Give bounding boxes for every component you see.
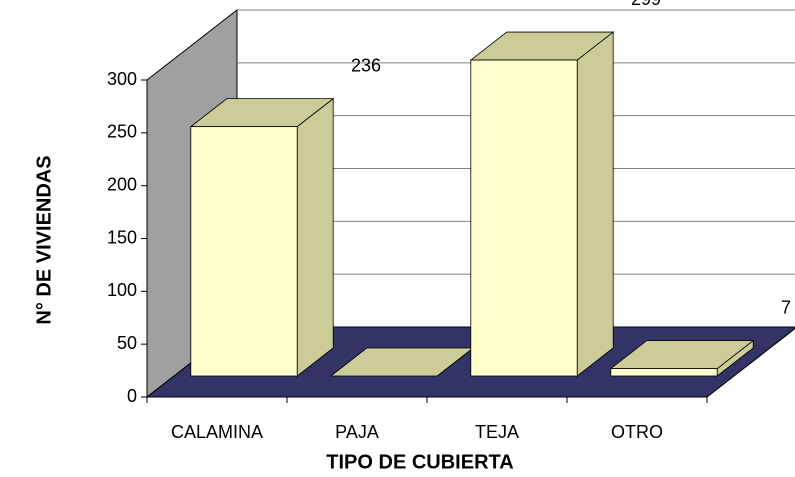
x-tick-label: OTRO — [611, 422, 663, 442]
y-tick-label: 50 — [117, 333, 137, 353]
x-tick-label: CALAMINA — [171, 422, 263, 442]
bar — [470, 59, 578, 377]
bar — [190, 126, 298, 377]
data-label: 7 — [781, 297, 791, 317]
bar — [610, 368, 718, 377]
x-tick-label: PAJA — [335, 422, 379, 442]
y-tick-label: 200 — [107, 174, 137, 194]
x-axis-title: TIPO DE CUBIERTA — [326, 451, 513, 473]
y-tick-label: 100 — [107, 280, 137, 300]
y-axis-title: N° DE VIVIENDAS — [33, 155, 55, 324]
data-label: 236 — [351, 55, 381, 75]
y-tick-label: 0 — [127, 386, 137, 406]
data-label: 299 — [631, 0, 661, 9]
bar-side — [576, 31, 614, 377]
y-tick-label: 250 — [107, 122, 137, 142]
y-tick-label: 300 — [107, 69, 137, 89]
bar-side — [296, 97, 334, 377]
y-tick-label: 150 — [107, 227, 137, 247]
x-tick-label: TEJA — [475, 422, 519, 442]
